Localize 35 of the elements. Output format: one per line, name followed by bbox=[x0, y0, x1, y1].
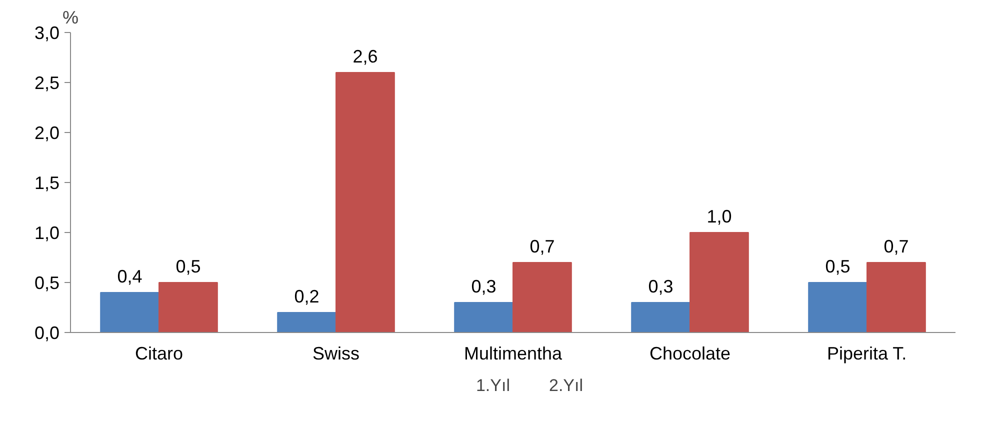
data-label: 0,3 bbox=[648, 276, 674, 296]
data-label: 0,5 bbox=[825, 256, 850, 276]
bar bbox=[690, 232, 749, 332]
x-tick-label: Piperita T. bbox=[826, 344, 907, 364]
bar bbox=[631, 302, 690, 332]
data-label: 1,0 bbox=[706, 206, 732, 226]
y-tick-label: 2,5 bbox=[34, 73, 60, 93]
y-tick-label: 0,0 bbox=[34, 323, 60, 343]
data-label: 0,7 bbox=[530, 236, 555, 256]
y-tick-label: 1,0 bbox=[34, 223, 60, 243]
y-tick-label: 1,5 bbox=[34, 173, 60, 193]
y-tick-label: 2,0 bbox=[34, 123, 60, 143]
bar bbox=[454, 302, 514, 332]
bar bbox=[336, 72, 395, 332]
bar bbox=[277, 312, 336, 332]
data-label: 0,4 bbox=[117, 266, 142, 286]
bar bbox=[100, 292, 160, 332]
data-label: 0,3 bbox=[471, 276, 496, 296]
x-tick-label: Citaro bbox=[134, 344, 184, 364]
bar bbox=[158, 282, 218, 332]
y-tick-label: 3,0 bbox=[34, 23, 60, 43]
y-axis-title: % bbox=[62, 8, 79, 28]
data-label: 0,2 bbox=[294, 286, 320, 306]
bar bbox=[808, 282, 868, 332]
x-tick-label: Swiss bbox=[312, 344, 360, 364]
bar bbox=[512, 262, 572, 332]
data-label: 2,6 bbox=[352, 46, 378, 66]
text: 1.Yıl bbox=[476, 376, 510, 396]
data-label: 0,7 bbox=[884, 236, 909, 256]
x-tick-label: Multimentha bbox=[464, 344, 564, 364]
y-tick-label: 0,5 bbox=[34, 273, 60, 293]
x-tick-label: Chocolate bbox=[649, 344, 731, 364]
bar bbox=[866, 262, 926, 332]
data-label: 0,5 bbox=[176, 256, 201, 276]
text: 2.Yıl bbox=[549, 376, 584, 396]
